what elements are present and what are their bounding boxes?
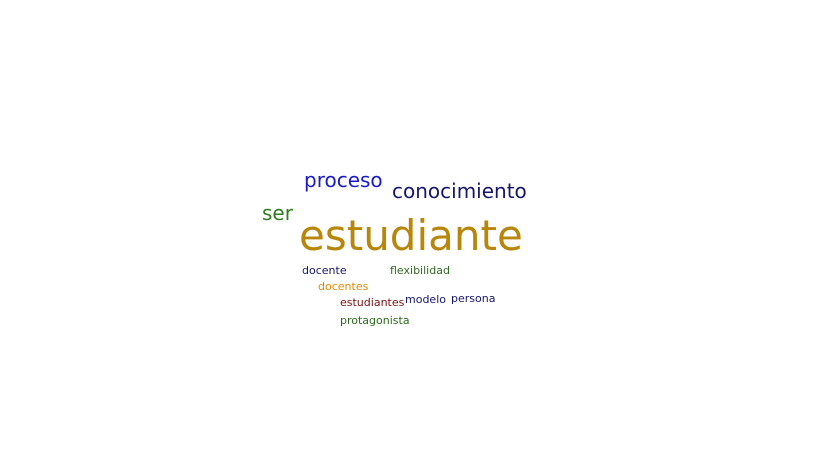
word-conocimiento: conocimiento <box>392 179 527 203</box>
word-estudiantes: estudiantes <box>340 296 405 309</box>
word-persona: persona <box>451 292 496 305</box>
word-modelo: modelo <box>405 293 446 306</box>
word-estudiante: estudiante <box>299 211 523 260</box>
word-ser: ser <box>262 201 293 225</box>
word-docente: docente <box>302 264 347 277</box>
word-protagonista: protagonista <box>340 314 410 327</box>
word-flexibilidad: flexibilidad <box>390 264 450 277</box>
word-proceso: proceso <box>304 168 383 192</box>
word-docentes: docentes <box>318 280 369 293</box>
